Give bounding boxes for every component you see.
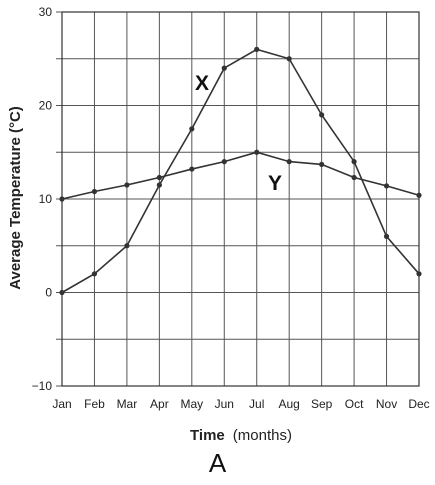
- figure-caption: A: [208, 448, 227, 478]
- data-point-y: [254, 149, 260, 155]
- data-points: [59, 46, 422, 296]
- y-tick-labels: −10 0 10 20 30: [32, 5, 53, 393]
- data-point-y: [189, 166, 195, 172]
- x-tick-label: May: [180, 397, 203, 411]
- x-axis-label-main: Time: [190, 427, 225, 444]
- data-point-y: [156, 174, 162, 181]
- x-axis-label-unit: (months): [233, 427, 292, 444]
- y-tick-label: −10: [32, 379, 53, 393]
- line-chart: −10 0 10 20 30 Jan Feb Mar Apr May Jun Jul Aug Sep Oc…: [7, 5, 430, 444]
- data-point-y: [286, 159, 292, 165]
- x-tick-labels: Jan Feb Mar Apr May Jun Jul Aug Sep Oct Nov Dec: [52, 397, 429, 411]
- x-tick-label: Nov: [376, 397, 397, 411]
- series-label-x: X: [195, 72, 209, 95]
- x-tick-label: Jan: [52, 397, 71, 411]
- data-point-x: [254, 46, 260, 53]
- data-point-x: [189, 126, 195, 132]
- y-tick-label: 10: [39, 192, 53, 206]
- data-point-y: [319, 161, 325, 168]
- data-point-x: [286, 56, 292, 62]
- data-point-y: [416, 192, 422, 198]
- x-tick-label: Aug: [279, 397, 300, 411]
- series-line-x: [61, 48, 420, 294]
- x-tick-label: Mar: [117, 397, 138, 411]
- series-line-y: [61, 151, 420, 200]
- data-point-x: [221, 65, 227, 71]
- x-tick-label: Jun: [215, 397, 234, 411]
- x-tick-label: Feb: [84, 397, 105, 411]
- data-point-y: [124, 182, 130, 188]
- series-label-y: Y: [268, 172, 282, 195]
- data-point-x: [156, 182, 162, 188]
- data-point-x: [59, 289, 65, 296]
- x-axis-label: Time (months): [190, 427, 292, 444]
- data-point-x: [319, 112, 325, 118]
- data-point-y: [351, 174, 357, 181]
- data-point-x: [383, 233, 390, 239]
- x-tick-label: Apr: [150, 397, 169, 411]
- y-tick-label: 30: [39, 5, 53, 19]
- data-point-x: [124, 243, 130, 249]
- data-point-y: [91, 188, 98, 195]
- y-tick-label: 20: [39, 99, 53, 113]
- y-axis-label: Average Temperature (°C): [7, 106, 24, 290]
- x-tick-label: Oct: [345, 397, 364, 411]
- data-point-y: [383, 183, 390, 189]
- x-tick-label: Sep: [311, 397, 333, 411]
- data-point-x: [91, 271, 98, 277]
- x-tick-label: Jul: [249, 397, 264, 411]
- series-lines: [61, 48, 420, 294]
- data-point-x: [416, 271, 422, 277]
- x-tick-label: Dec: [408, 397, 429, 411]
- y-tick-label: 0: [45, 286, 52, 300]
- data-point-x: [351, 159, 357, 165]
- data-point-y: [59, 196, 65, 202]
- grid-lines: [56, 11, 420, 387]
- data-point-y: [221, 159, 227, 165]
